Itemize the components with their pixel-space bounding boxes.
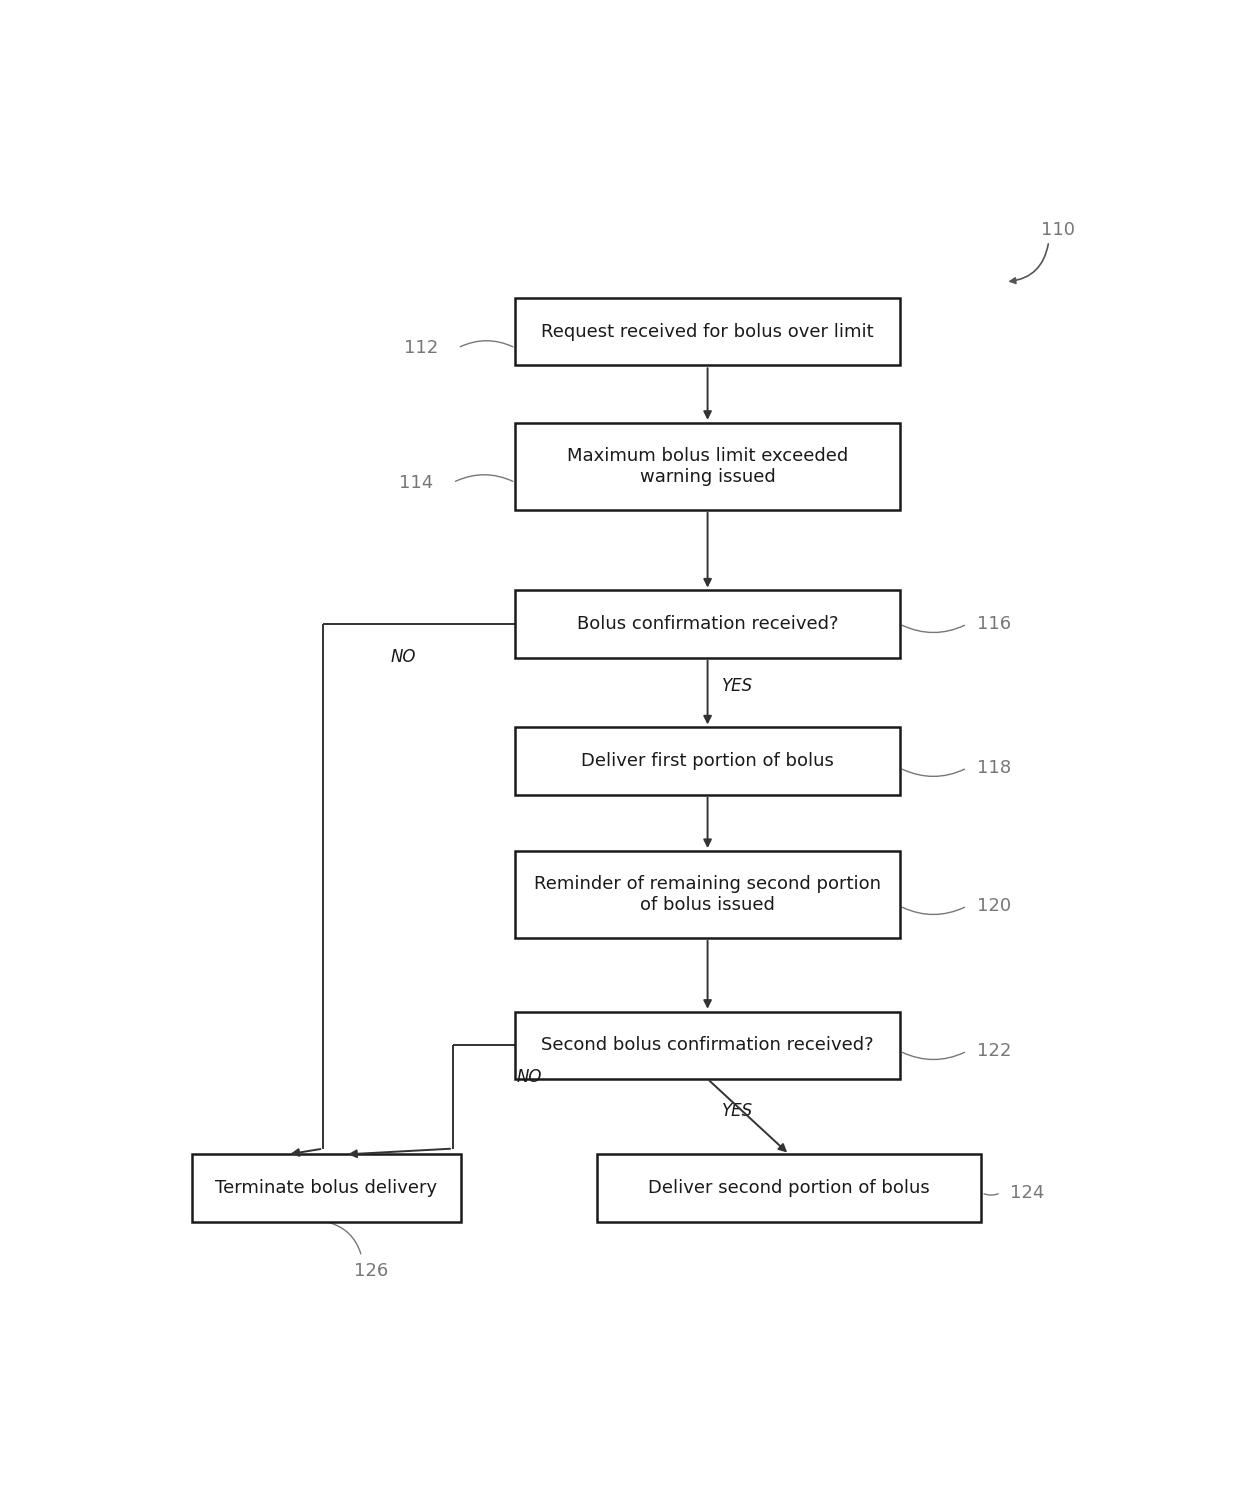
Text: NO: NO bbox=[517, 1067, 543, 1085]
FancyBboxPatch shape bbox=[516, 851, 900, 937]
Text: 112: 112 bbox=[404, 339, 439, 357]
Text: 126: 126 bbox=[355, 1263, 388, 1281]
Text: Bolus confirmation received?: Bolus confirmation received? bbox=[577, 615, 838, 633]
FancyBboxPatch shape bbox=[516, 298, 900, 365]
FancyBboxPatch shape bbox=[516, 591, 900, 657]
Text: 110: 110 bbox=[1042, 220, 1075, 238]
Text: 114: 114 bbox=[399, 473, 434, 491]
Text: 122: 122 bbox=[977, 1043, 1011, 1059]
Text: YES: YES bbox=[722, 1103, 753, 1121]
Text: Terminate bolus delivery: Terminate bolus delivery bbox=[215, 1178, 438, 1197]
Text: Deliver second portion of bolus: Deliver second portion of bolus bbox=[649, 1178, 930, 1197]
Text: 120: 120 bbox=[977, 897, 1011, 915]
Text: 124: 124 bbox=[1011, 1183, 1044, 1201]
Text: NO: NO bbox=[391, 648, 415, 666]
Text: Maximum bolus limit exceeded
warning issued: Maximum bolus limit exceeded warning iss… bbox=[567, 448, 848, 485]
Text: Deliver first portion of bolus: Deliver first portion of bolus bbox=[582, 752, 835, 770]
Text: Request received for bolus over limit: Request received for bolus over limit bbox=[542, 322, 874, 341]
Text: YES: YES bbox=[722, 677, 753, 695]
Text: Second bolus confirmation received?: Second bolus confirmation received? bbox=[542, 1037, 874, 1055]
Text: 118: 118 bbox=[977, 760, 1011, 778]
Text: 116: 116 bbox=[977, 615, 1011, 633]
FancyBboxPatch shape bbox=[191, 1154, 460, 1222]
FancyBboxPatch shape bbox=[516, 1011, 900, 1079]
FancyBboxPatch shape bbox=[596, 1154, 982, 1222]
FancyBboxPatch shape bbox=[516, 728, 900, 794]
FancyBboxPatch shape bbox=[516, 423, 900, 509]
Text: Reminder of remaining second portion
of bolus issued: Reminder of remaining second portion of … bbox=[534, 876, 882, 913]
